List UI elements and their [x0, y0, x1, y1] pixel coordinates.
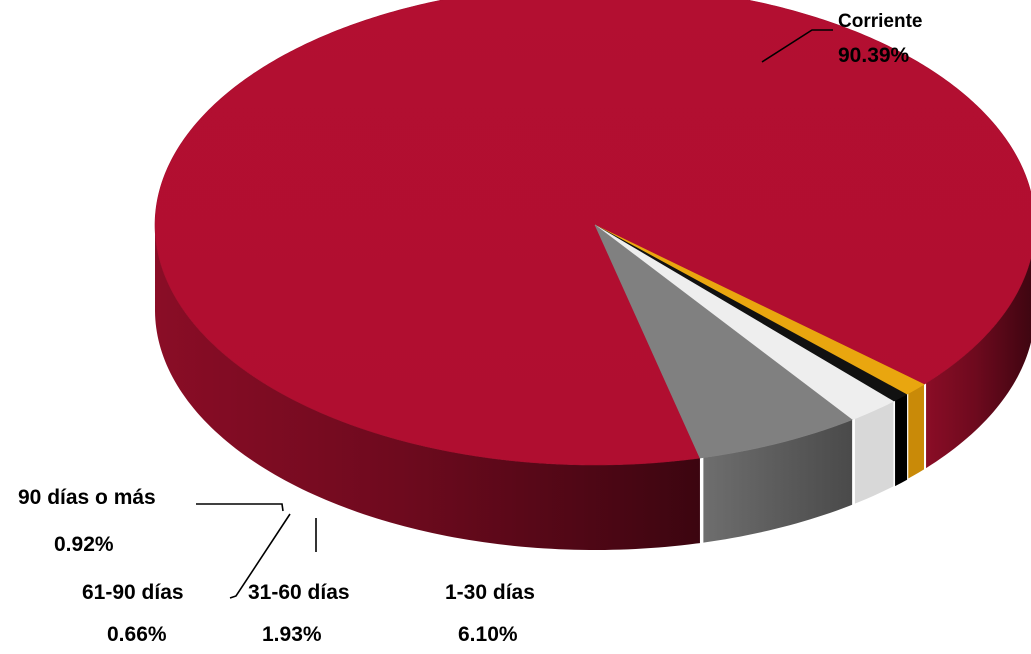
slice-value-1-30-dias: 6.10%	[458, 623, 518, 646]
slice-top-1-30-dias	[594, 224, 853, 459]
leader-line-90-dias-o-mas	[196, 503, 284, 512]
data-labels: Corriente 90.39% 1-30 días 6.10% 31-60 d…	[18, 11, 922, 646]
slice-side-corriente	[155, 226, 700, 550]
slice-label-1-30-dias: 1-30 días	[445, 581, 535, 604]
pie-tops	[154, 0, 1031, 466]
slice-top-31-60-dias	[594, 224, 895, 421]
slice-side-1-30-dias	[703, 419, 853, 543]
slice-label-61-90-dias: 61-90 días	[82, 581, 184, 604]
slice-side-corriente-1	[926, 257, 1031, 469]
slice-top-corriente	[154, 0, 1031, 466]
leader-line-corriente	[761, 29, 833, 63]
slice-side-61-90-dias	[895, 393, 908, 487]
slice-label-90-dias-o-mas: 90 días o más	[18, 486, 156, 509]
slice-label-corriente: Corriente	[838, 11, 922, 32]
leader-line-61-90-dias	[229, 513, 291, 599]
slice-side-90-dias-o-mas	[908, 384, 925, 479]
pie-sides	[155, 226, 1031, 550]
slice-side-31-60-dias	[854, 401, 894, 504]
slice-value-corriente: 90.39%	[838, 44, 910, 67]
leader-lines	[196, 29, 833, 599]
pie-3d	[154, 0, 1031, 550]
slice-label-31-60-dias: 31-60 días	[248, 581, 350, 604]
slice-top-90-dias-o-mas	[594, 224, 925, 395]
slice-top-61-90-dias	[594, 224, 908, 402]
slice-value-31-60-dias: 1.93%	[262, 623, 322, 646]
slice-value-61-90-dias: 0.66%	[107, 623, 167, 646]
slice-value-90-dias-o-mas: 0.92%	[54, 533, 114, 556]
